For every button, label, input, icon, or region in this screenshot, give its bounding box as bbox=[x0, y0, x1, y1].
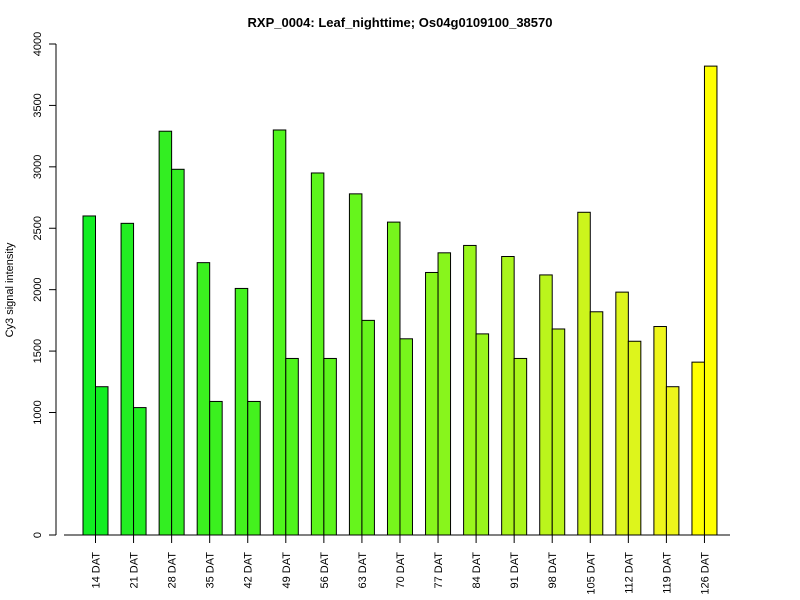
x-tick-label: 14 DAT bbox=[91, 552, 103, 589]
y-tick-label: 1000 bbox=[32, 400, 44, 424]
x-tick-label: 42 DAT bbox=[243, 552, 255, 589]
bar-91-dat-s2 bbox=[513, 357, 528, 536]
y-tick-label: 3000 bbox=[32, 155, 44, 179]
bar-119-dat-s1 bbox=[653, 326, 667, 536]
x-tick-label: 105 DAT bbox=[585, 552, 597, 595]
y-tick-label: 3500 bbox=[32, 93, 44, 117]
bar-56-dat-s2 bbox=[323, 357, 337, 536]
x-tick-label: 21 DAT bbox=[129, 552, 141, 589]
x-tick-label: 56 DAT bbox=[319, 552, 331, 589]
x-tick-label: 63 DAT bbox=[357, 552, 369, 589]
bar-105-dat-s2 bbox=[589, 311, 604, 536]
bar-63-dat-s2 bbox=[361, 319, 375, 536]
bar-112-dat-s1 bbox=[615, 291, 629, 536]
x-tick-label: 70 DAT bbox=[395, 552, 407, 589]
bar-14-dat-s2 bbox=[95, 386, 109, 536]
chart-title: RXP_0004: Leaf_nighttime; Os04g0109100_3… bbox=[248, 15, 553, 30]
plot-area: 0 1000 1500 2000 2500 3000 3500 4000 14 DAT 21 DA… bbox=[32, 32, 730, 595]
bar-42-dat-s1 bbox=[234, 287, 249, 536]
bar-35-dat-s2 bbox=[209, 400, 223, 536]
x-tick-label: 91 DAT bbox=[509, 552, 521, 589]
bar-91-dat-s1 bbox=[501, 256, 515, 536]
x-tick-label: 49 DAT bbox=[281, 552, 293, 589]
bar-21-dat-s1 bbox=[120, 222, 135, 536]
x-tick-label: 77 DAT bbox=[433, 552, 445, 589]
x-tick-label: 35 DAT bbox=[205, 552, 217, 589]
bar-56-dat-s1 bbox=[310, 172, 325, 536]
x-tick-label: 84 DAT bbox=[471, 552, 483, 589]
x-tick-label: 28 DAT bbox=[167, 552, 179, 589]
bar-14-dat-s1 bbox=[82, 215, 96, 536]
bar-49-dat-s1 bbox=[272, 129, 287, 536]
bar-84-dat-s1 bbox=[463, 244, 477, 536]
y-tick-label: 0 bbox=[32, 532, 44, 538]
bar-63-dat-s1 bbox=[348, 193, 363, 536]
bar-119-dat-s2 bbox=[665, 386, 680, 536]
bar-21-dat-s2 bbox=[133, 407, 147, 536]
y-tick-label: 2500 bbox=[32, 216, 44, 240]
bar-70-dat-s2 bbox=[399, 338, 413, 536]
bar-28-dat-s1 bbox=[158, 130, 173, 536]
bar-84-dat-s2 bbox=[475, 333, 490, 536]
bar-70-dat-s1 bbox=[386, 221, 401, 536]
bar-35-dat-s1 bbox=[196, 262, 211, 536]
y-tick-label: 4000 bbox=[32, 32, 44, 56]
bar-77-dat-s2 bbox=[437, 252, 452, 536]
y-axis-label: Cy3 signal intensity bbox=[4, 242, 16, 337]
bar-49-dat-s2 bbox=[285, 357, 299, 536]
x-tick-label: 112 DAT bbox=[623, 552, 635, 594]
y-tick-label: 1500 bbox=[32, 339, 44, 363]
x-tick-label: 119 DAT bbox=[661, 552, 673, 594]
bar-126-dat-s1 bbox=[691, 361, 705, 536]
bar-28-dat-s2 bbox=[171, 168, 185, 536]
y-tick-label: 2000 bbox=[32, 277, 44, 301]
bar-112-dat-s2 bbox=[627, 340, 642, 536]
bar-98-dat-s2 bbox=[551, 328, 566, 536]
x-tick-label: 98 DAT bbox=[547, 552, 559, 589]
bar-126-dat-s2 bbox=[703, 65, 718, 536]
bar-98-dat-s1 bbox=[539, 274, 553, 536]
x-tick-label: 126 DAT bbox=[699, 552, 711, 595]
bar-42-dat-s2 bbox=[247, 400, 261, 536]
bar-77-dat-s1 bbox=[425, 271, 439, 536]
bar-105-dat-s1 bbox=[577, 211, 591, 536]
